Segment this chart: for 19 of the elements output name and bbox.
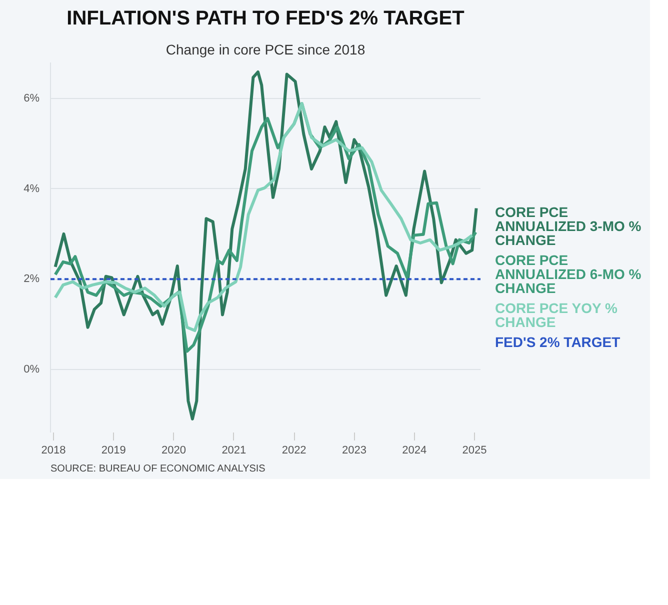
chart-title: INFLATION'S PATH TO FED'S 2% TARGET bbox=[66, 8, 464, 30]
x-tick-label: 2025 bbox=[462, 444, 487, 456]
x-tick-label: 2019 bbox=[101, 444, 126, 456]
label: FED'S 2% TARGET bbox=[495, 335, 622, 349]
x-tick-label: 2022 bbox=[282, 444, 306, 456]
y-tick-label: 2% bbox=[24, 273, 40, 286]
y-tick-label: 6% bbox=[24, 92, 40, 105]
x-tick-label: 2020 bbox=[162, 444, 186, 456]
x-tick-label: 2023 bbox=[342, 444, 366, 456]
x-tick-label: 2021 bbox=[222, 444, 246, 456]
y-tick-label: 4% bbox=[24, 182, 40, 195]
label: CORE PCE ANNUALIZED 3-MO % CHANGE bbox=[495, 205, 642, 247]
label: CORE PCE ANNUALIZED 6-MO % CHANGE bbox=[495, 253, 642, 295]
label: CORE PCE YOY % CHANGE bbox=[495, 301, 618, 329]
x-tick-label: 2024 bbox=[402, 444, 427, 456]
chart-subtitle: Change in core PCE since 2018 bbox=[166, 42, 366, 58]
source-note: SOURCE: BUREAU OF ECONOMIC ANALYSIS bbox=[50, 464, 266, 474]
x-tick-label: 2018 bbox=[41, 444, 66, 456]
y-tick-label: 0% bbox=[24, 363, 40, 376]
